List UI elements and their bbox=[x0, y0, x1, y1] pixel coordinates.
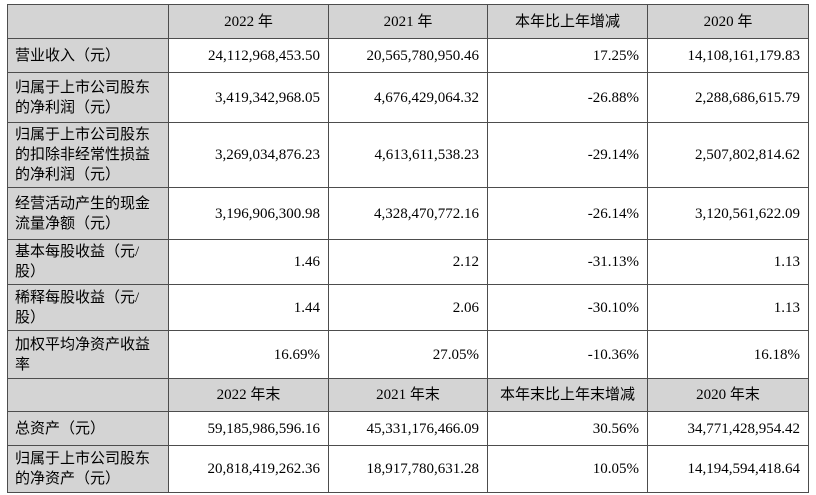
value-cell-2020: 1.13 bbox=[647, 239, 809, 285]
row-label-cell: 归属于上市公司股东的净利润（元） bbox=[7, 72, 169, 123]
period-end-header-row: 2022 年末 2021 年末 本年末比上年末增减 2020 年末 bbox=[7, 378, 809, 412]
table-row-net-profit-excl-nonrecurring: 归属于上市公司股东的扣除非经常性损益的净利润（元） 3,269,034,876.… bbox=[7, 122, 809, 188]
header-2020: 2020 年 bbox=[647, 4, 809, 39]
value-cell-2020: 3,120,561,622.09 bbox=[647, 187, 809, 240]
table-row-total-assets: 总资产（元） 59,185,986,596.16 45,331,176,466.… bbox=[7, 411, 809, 446]
value-cell-2021: 27.05% bbox=[328, 330, 488, 379]
value-cell-2020: 16.18% bbox=[647, 330, 809, 379]
change-cell: 30.56% bbox=[487, 411, 648, 446]
table-row-basic-eps: 基本每股收益（元/股） 1.46 2.12 -31.13% 1.13 bbox=[7, 239, 809, 285]
table-row-operating-cash-flow: 经营活动产生的现金流量净额（元） 3,196,906,300.98 4,328,… bbox=[7, 187, 809, 240]
year-header-row: 2022 年 2021 年 本年比上年增减 2020 年 bbox=[7, 4, 809, 39]
change-cell: -29.14% bbox=[487, 122, 648, 188]
value-cell-2020: 2,288,686,615.79 bbox=[647, 72, 809, 123]
value-cell-2021: 4,676,429,064.32 bbox=[328, 72, 488, 123]
value-cell-2022: 3,196,906,300.98 bbox=[168, 187, 329, 240]
value-cell-2021: 4,328,470,772.16 bbox=[328, 187, 488, 240]
value-cell-2022: 20,818,419,262.36 bbox=[168, 445, 329, 493]
row-label-cell: 总资产（元） bbox=[7, 411, 169, 446]
row-label-cell: 归属于上市公司股东的净资产（元） bbox=[7, 445, 169, 493]
table-row-revenue: 营业收入（元） 24,112,968,453.50 20,565,780,950… bbox=[7, 38, 809, 73]
row-label-cell: 基本每股收益（元/股） bbox=[7, 239, 169, 285]
change-cell: 17.25% bbox=[487, 38, 648, 73]
row-label-cell: 稀释每股收益（元/股） bbox=[7, 284, 169, 331]
financial-summary-table: 2022 年 2021 年 本年比上年增减 2020 年 营业收入（元） 24,… bbox=[7, 4, 809, 493]
table-row-weighted-avg-roe: 加权平均净资产收益率 16.69% 27.05% -10.36% 16.18% bbox=[7, 330, 809, 379]
header-2020-end: 2020 年末 bbox=[647, 378, 809, 412]
row-label-cell: 归属于上市公司股东的扣除非经常性损益的净利润（元） bbox=[7, 122, 169, 188]
corner-cell bbox=[7, 378, 169, 412]
value-cell-2022: 24,112,968,453.50 bbox=[168, 38, 329, 73]
value-cell-2021: 20,565,780,950.46 bbox=[328, 38, 488, 73]
change-cell: -30.10% bbox=[487, 284, 648, 331]
change-cell: -31.13% bbox=[487, 239, 648, 285]
header-2021: 2021 年 bbox=[328, 4, 488, 39]
header-2021-end: 2021 年末 bbox=[328, 378, 488, 412]
row-label-cell: 营业收入（元） bbox=[7, 38, 169, 73]
header-2022: 2022 年 bbox=[168, 4, 329, 39]
change-cell: -26.14% bbox=[487, 187, 648, 240]
value-cell-2021: 18,917,780,631.28 bbox=[328, 445, 488, 493]
change-cell: -26.88% bbox=[487, 72, 648, 123]
value-cell-2021: 4,613,611,538.23 bbox=[328, 122, 488, 188]
value-cell-2022: 3,419,342,968.05 bbox=[168, 72, 329, 123]
header-yoy-change: 本年比上年增减 bbox=[487, 4, 648, 39]
value-cell-2020: 14,194,594,418.64 bbox=[647, 445, 809, 493]
value-cell-2022: 59,185,986,596.16 bbox=[168, 411, 329, 446]
table-row-net-assets: 归属于上市公司股东的净资产（元） 20,818,419,262.36 18,91… bbox=[7, 445, 809, 493]
header-end-yoy-change: 本年末比上年末增减 bbox=[487, 378, 648, 412]
value-cell-2020: 2,507,802,814.62 bbox=[647, 122, 809, 188]
value-cell-2021: 2.06 bbox=[328, 284, 488, 331]
value-cell-2020: 34,771,428,954.42 bbox=[647, 411, 809, 446]
value-cell-2020: 1.13 bbox=[647, 284, 809, 331]
table-row-diluted-eps: 稀释每股收益（元/股） 1.44 2.06 -30.10% 1.13 bbox=[7, 284, 809, 331]
header-2022-end: 2022 年末 bbox=[168, 378, 329, 412]
value-cell-2021: 2.12 bbox=[328, 239, 488, 285]
row-label-cell: 经营活动产生的现金流量净额（元） bbox=[7, 187, 169, 240]
change-cell: -10.36% bbox=[487, 330, 648, 379]
value-cell-2021: 45,331,176,466.09 bbox=[328, 411, 488, 446]
value-cell-2022: 1.46 bbox=[168, 239, 329, 285]
table-row-net-profit: 归属于上市公司股东的净利润（元） 3,419,342,968.05 4,676,… bbox=[7, 72, 809, 123]
value-cell-2022: 16.69% bbox=[168, 330, 329, 379]
value-cell-2020: 14,108,161,179.83 bbox=[647, 38, 809, 73]
corner-cell bbox=[7, 4, 169, 39]
change-cell: 10.05% bbox=[487, 445, 648, 493]
row-label-cell: 加权平均净资产收益率 bbox=[7, 330, 169, 379]
value-cell-2022: 1.44 bbox=[168, 284, 329, 331]
value-cell-2022: 3,269,034,876.23 bbox=[168, 122, 329, 188]
